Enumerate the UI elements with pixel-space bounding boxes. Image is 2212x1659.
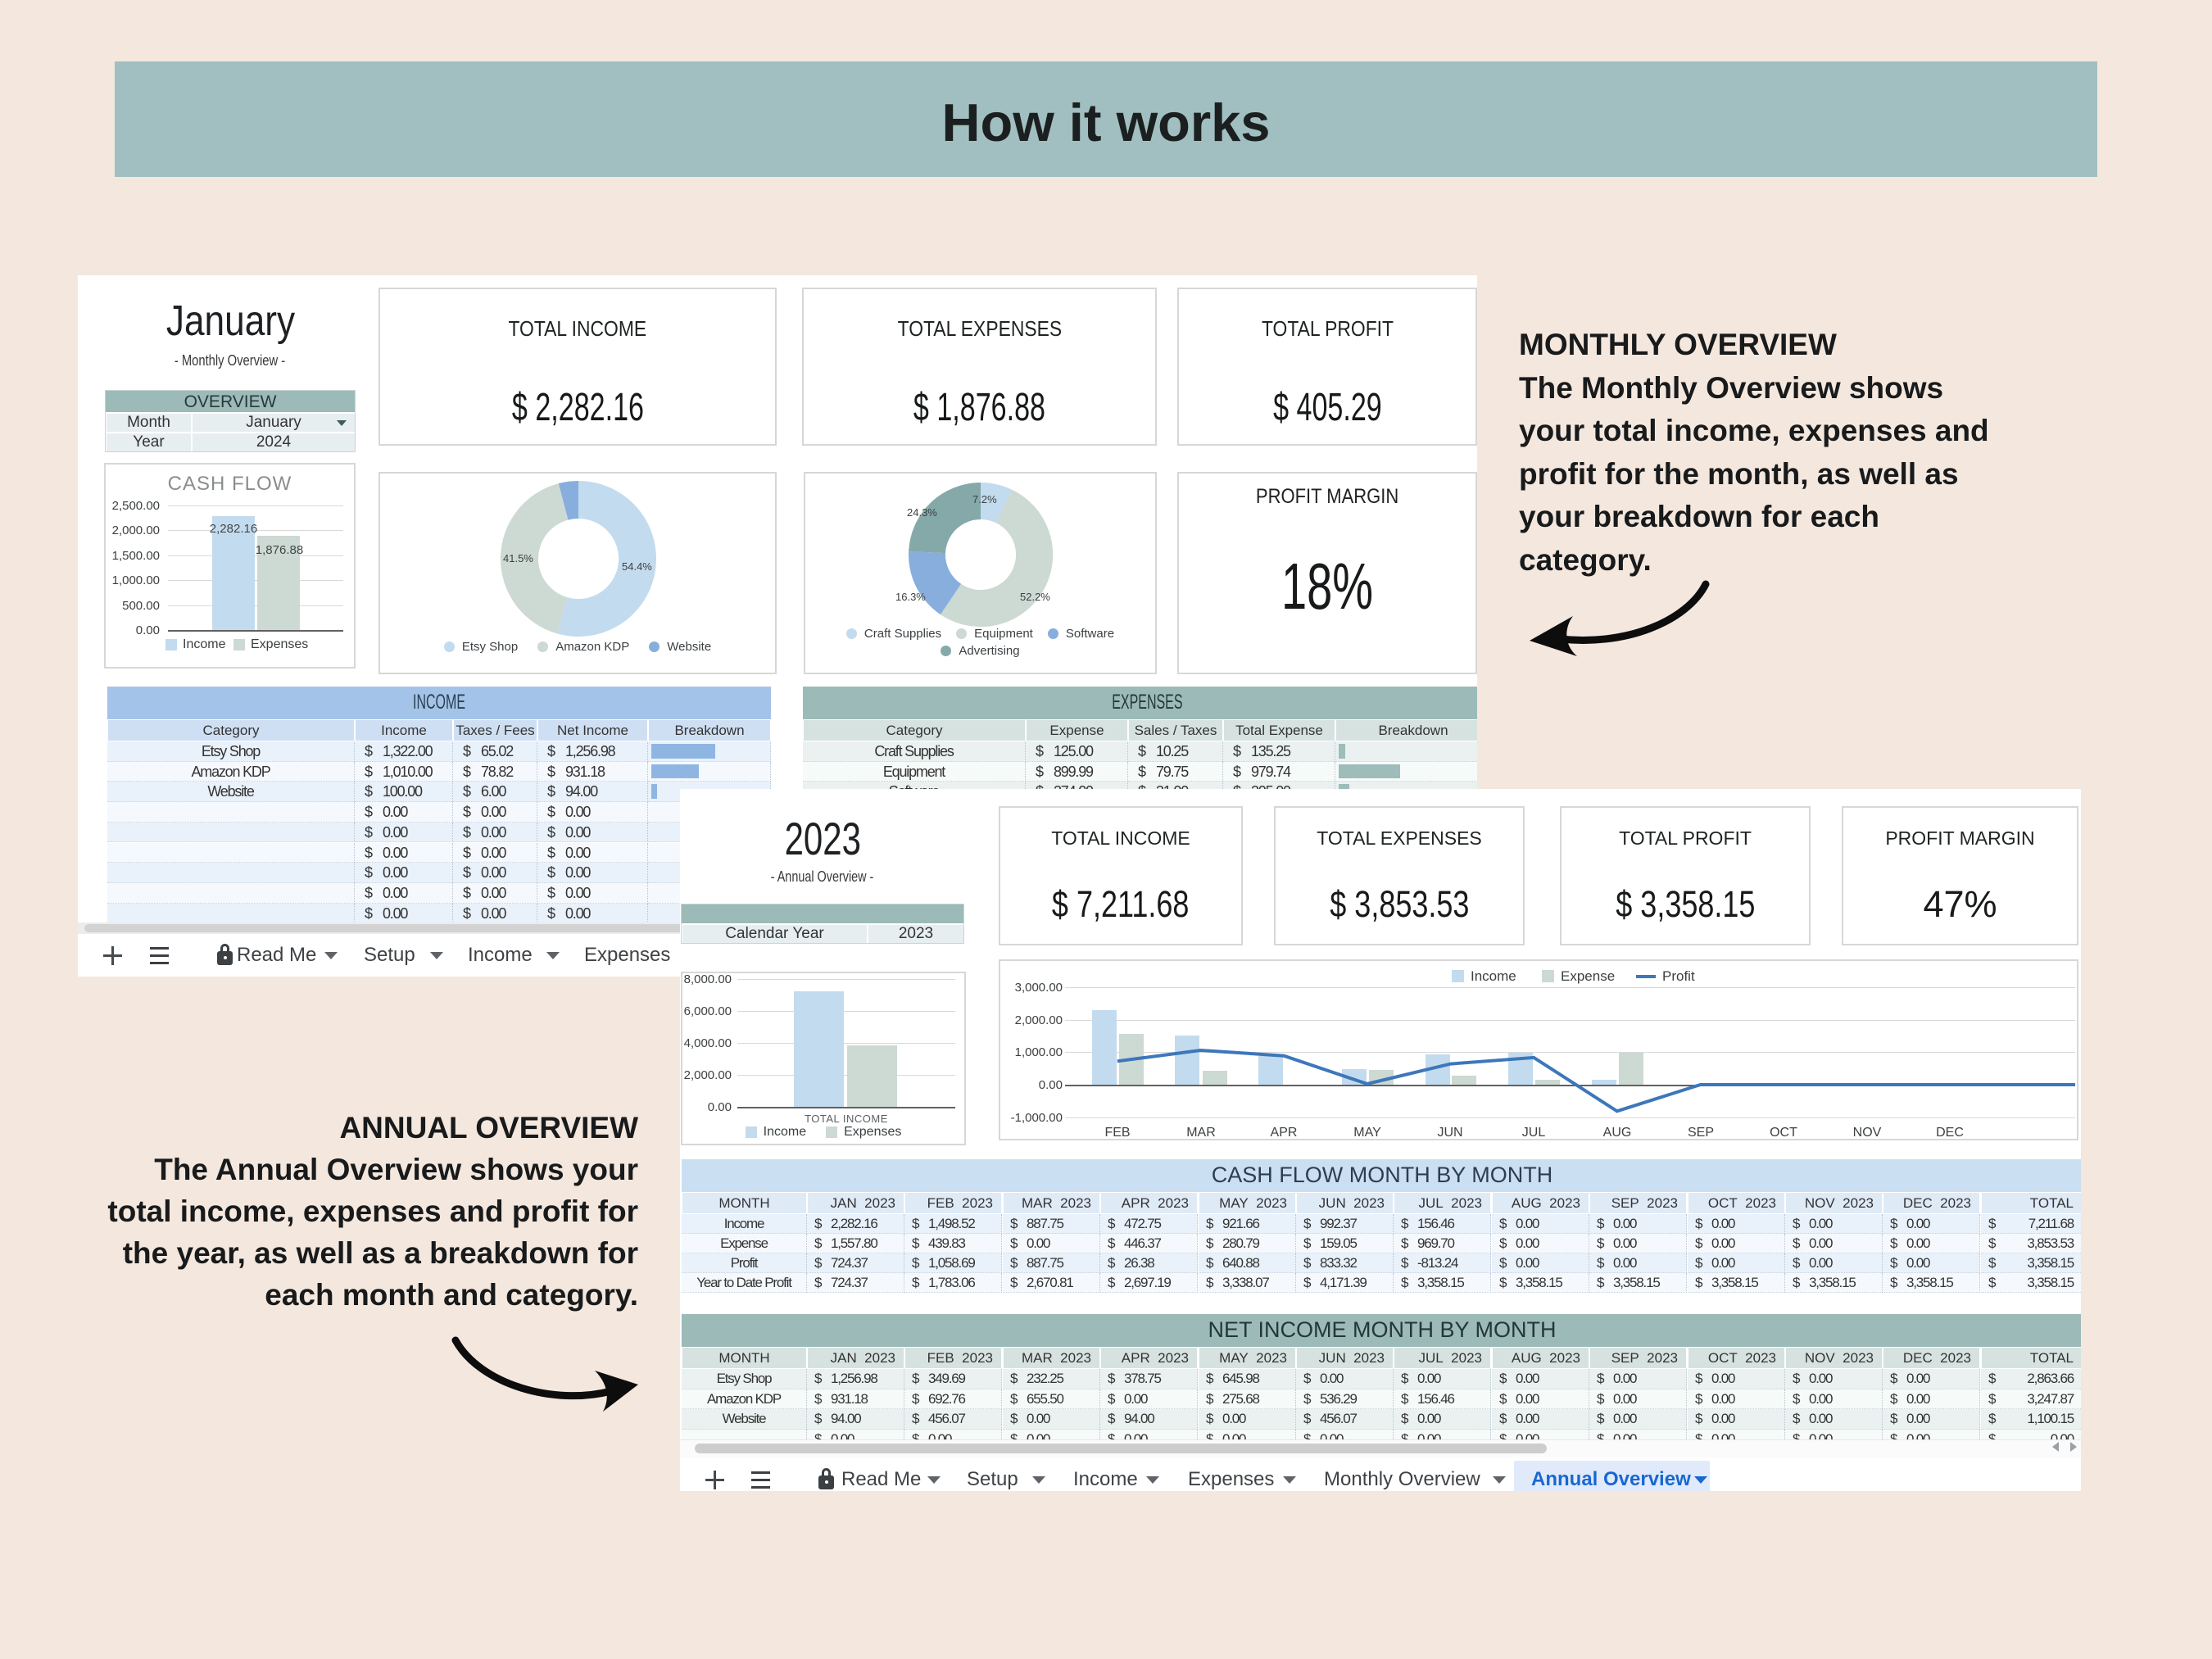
svg-text:7.2%: 7.2% [972, 493, 997, 505]
svg-text:54.4%: 54.4% [622, 560, 652, 573]
svg-text:16.3%: 16.3% [895, 591, 926, 603]
svg-text:52.2%: 52.2% [1020, 591, 1050, 603]
svg-text:41.5%: 41.5% [503, 552, 533, 564]
svg-text:24.3%: 24.3% [907, 506, 937, 519]
